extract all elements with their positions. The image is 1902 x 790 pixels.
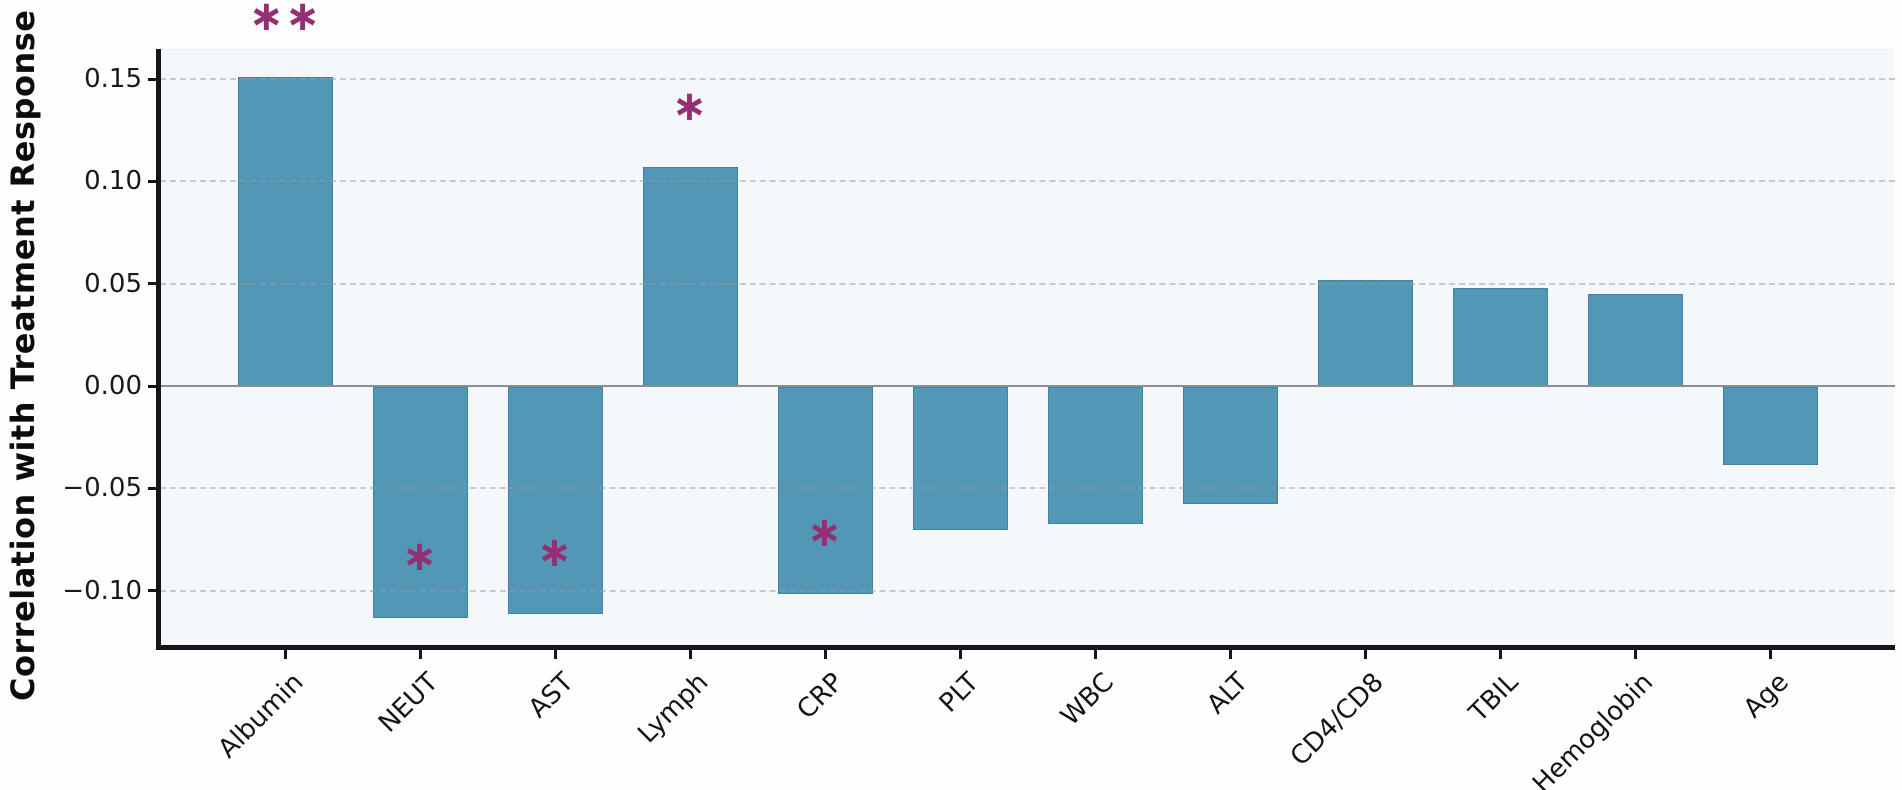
y-axis-label: Correlation with Treatment Response — [4, 9, 42, 701]
bar-albumin — [237, 77, 333, 386]
x-tick-label: TBIL — [1463, 667, 1525, 729]
y-axis-tick — [148, 77, 156, 81]
gridline — [160, 180, 1895, 183]
y-tick-label: −0.10 — [62, 575, 142, 606]
y-tick-label: 0.05 — [84, 268, 142, 299]
x-tick-label: PLT — [933, 667, 985, 719]
bar-age — [1722, 387, 1818, 465]
x-axis-tick — [418, 650, 422, 659]
x-axis-tick — [1498, 650, 1502, 659]
bar-lymph — [642, 167, 738, 386]
y-tick-label: 0.00 — [84, 371, 142, 401]
x-tick-label: ALT — [1201, 667, 1255, 721]
x-tick-label: Albumin — [212, 667, 310, 765]
zero-line — [160, 385, 1895, 387]
x-tick-label: Lymph — [632, 667, 715, 750]
x-tick-label: CD4/CD8 — [1284, 667, 1390, 773]
gridline — [160, 78, 1895, 81]
bar-crp — [777, 387, 873, 594]
y-axis-tick — [148, 486, 156, 490]
gridline — [160, 589, 1895, 592]
x-axis-tick — [1363, 650, 1367, 659]
x-axis-tick — [553, 650, 557, 659]
x-tick-label: CRP — [791, 667, 850, 726]
x-axis-tick — [1633, 650, 1637, 659]
y-tick-label: 0.10 — [84, 166, 142, 197]
x-axis-tick — [688, 650, 692, 659]
bar-ast — [507, 387, 603, 615]
x-axis-tick — [283, 650, 287, 659]
y-axis-tick — [148, 589, 156, 593]
bar-neut — [372, 387, 468, 619]
x-axis-tick — [1768, 650, 1772, 659]
x-axis-spine — [156, 645, 1895, 650]
x-axis-tick — [958, 650, 962, 659]
y-axis-tick — [148, 384, 156, 388]
x-axis-tick — [823, 650, 827, 659]
y-tick-label: 0.15 — [84, 64, 142, 95]
x-tick-label: NEUT — [373, 667, 445, 739]
x-tick-label: Hemoglobin — [1527, 667, 1660, 790]
y-axis-spine — [156, 49, 161, 650]
bar-hemoglobin — [1587, 293, 1683, 386]
gridline — [160, 282, 1895, 285]
x-axis-tick — [1228, 650, 1232, 659]
bar-tbil — [1452, 287, 1548, 386]
bar-plt — [912, 387, 1008, 531]
y-axis-tick — [148, 179, 156, 183]
bar-cd4-cd8 — [1317, 279, 1413, 386]
bar-wbc — [1047, 387, 1143, 525]
x-tick-label: AST — [522, 667, 580, 724]
x-tick-label: Age — [1737, 667, 1795, 725]
y-tick-label: −0.05 — [62, 473, 142, 504]
y-axis-tick — [148, 282, 156, 286]
x-tick-label: WBC — [1054, 667, 1120, 732]
x-axis-tick — [1093, 650, 1097, 659]
gridline — [160, 487, 1895, 490]
bar-alt — [1182, 387, 1278, 504]
